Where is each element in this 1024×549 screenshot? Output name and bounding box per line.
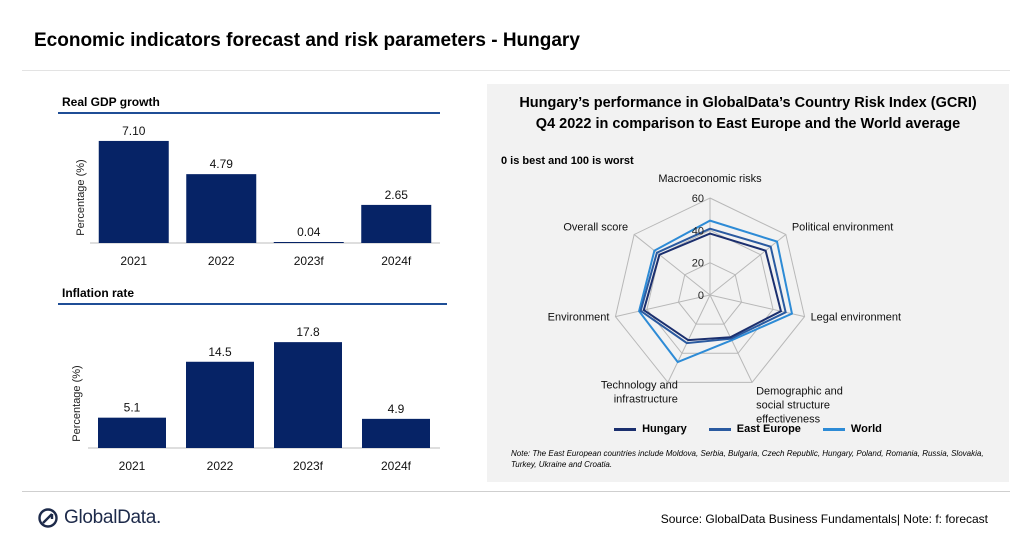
legend-item-east-europe: East Europe	[708, 423, 801, 435]
radar-spoke	[667, 294, 711, 383]
radar-axis-label-line: social structure	[756, 399, 830, 411]
bar	[186, 361, 254, 448]
radar-axis-label-line: effectiveness	[756, 413, 821, 424]
bar-value-label: 14.5	[208, 345, 232, 359]
bar	[98, 140, 169, 243]
x-tick-label: 2021	[119, 459, 146, 473]
gcri-panel: Hungary’s performance in GlobalData’s Co…	[487, 84, 1009, 482]
bar	[273, 242, 344, 243]
x-tick-label: 2022	[208, 254, 235, 268]
radar-axis-label: Environment	[548, 312, 610, 324]
radar-axis-label: Demographic and social structure effective…	[756, 385, 843, 424]
radar-axis-label-line: infrastructure	[614, 393, 678, 405]
legend-swatch-world	[822, 427, 845, 431]
bar-value-label: 4.9	[388, 402, 405, 416]
x-tick-label: 2023f	[293, 459, 324, 473]
gdp-bar-chart: Percentage (%) 7.10 2021 4.79 2022 0.04 2023f 2…	[75, 124, 440, 268]
radar-axis-label-line: Overall score	[563, 222, 628, 234]
radar-axis-label-line: Demographic and	[756, 385, 843, 397]
radar-spoke	[633, 234, 711, 296]
radar-axis-label: Overall score	[563, 222, 628, 234]
inflation-chart-title: Inflation rate	[62, 286, 135, 300]
radar-grid-ring	[614, 197, 806, 383]
bar	[362, 418, 430, 448]
radar-axis-label-line: Environment	[548, 312, 610, 324]
x-tick-label: 2022	[207, 459, 234, 473]
bar	[274, 342, 342, 448]
radar-axis-label-line: Technology and	[601, 379, 678, 391]
radar-axis-label-line: Political environment	[792, 222, 894, 234]
bar-value-label: 0.04	[297, 225, 321, 239]
bar-value-label: 2.65	[385, 188, 409, 202]
legend-swatch-hungary	[614, 427, 637, 431]
globaldata-logo[interactable]: GlobalData.	[36, 506, 161, 530]
inflation-bar-chart: Percentage (%) 5.1 2021 14.5 2022 17.8 2023f 4.…	[71, 325, 440, 473]
x-tick-label: 2024f	[381, 254, 412, 268]
legend-label-world: World	[850, 423, 882, 435]
y-axis-label: Percentage (%)	[75, 159, 87, 235]
bar-value-label: 4.79	[210, 157, 234, 171]
globaldata-logo-icon	[38, 508, 58, 528]
legend-item-hungary: Hungary	[614, 423, 687, 435]
legend-item-world: World	[822, 423, 882, 435]
radar-title-line-2: Q4 2022 in comparison to East Europe and…	[535, 116, 961, 132]
radar-axis-label: Technology and infrastructure	[601, 379, 678, 405]
gdp-title-rule	[58, 112, 440, 114]
radar-grid-ring	[677, 262, 743, 325]
legend-swatch-east-europe	[708, 427, 731, 431]
radar-axis-label: Macroeconomic risks	[658, 173, 762, 185]
radar-spoke	[709, 294, 805, 318]
bar	[186, 174, 257, 243]
radar-axis-label: Political environment	[792, 222, 894, 234]
x-tick-label: 2024f	[381, 459, 412, 473]
radar-tick-label: 20	[692, 258, 704, 270]
gcri-radar-chart: 0 20 40 60 Macroeconomic risks Political envi…	[548, 173, 902, 424]
radar-spoke	[709, 234, 787, 296]
x-tick-label: 2023f	[294, 254, 325, 268]
radar-tick-label: 60	[692, 193, 704, 205]
radar-legend: Hungary East Europe World	[487, 423, 1009, 435]
legend-label-hungary: Hungary	[642, 423, 687, 435]
gdp-chart-title: Real GDP growth	[62, 95, 160, 109]
radar-title-line-1: Hungary’s performance in GlobalData’s Co…	[519, 95, 977, 111]
legend-label-east-europe: East Europe	[736, 423, 801, 435]
radar-subtitle: 0 is best and 100 is worst	[501, 155, 634, 167]
title-divider	[22, 70, 1010, 71]
radar-axis-label: Legal environment	[811, 312, 902, 324]
footer-divider	[22, 491, 1010, 492]
source-note: Source: GlobalData Business Fundamentals…	[660, 512, 988, 526]
radar-footnote: Note: The East European countries includ…	[511, 449, 984, 469]
bar-value-label: 7.10	[122, 124, 146, 138]
page-title: Economic indicators forecast and risk pa…	[34, 30, 580, 51]
inflation-title-rule	[58, 303, 447, 305]
bar-value-label: 17.8	[296, 325, 320, 339]
bar	[98, 417, 166, 448]
radar-spoke	[615, 294, 711, 318]
radar-series-hungary	[642, 232, 783, 342]
radar-axis-label-line: Legal environment	[811, 312, 902, 324]
radar-tick-label: 0	[698, 290, 704, 302]
globaldata-logo-text: GlobalData.	[64, 507, 162, 528]
radar-axis-label-line: Macroeconomic risks	[658, 173, 762, 185]
bar	[361, 204, 432, 243]
bar-value-label: 5.1	[124, 401, 141, 415]
radar-series-world	[637, 219, 794, 364]
y-axis-label: Percentage (%)	[71, 365, 83, 441]
radar-series-east-europe	[639, 227, 787, 345]
radar-tick-label: 40	[692, 225, 704, 237]
x-tick-label: 2021	[120, 254, 147, 268]
